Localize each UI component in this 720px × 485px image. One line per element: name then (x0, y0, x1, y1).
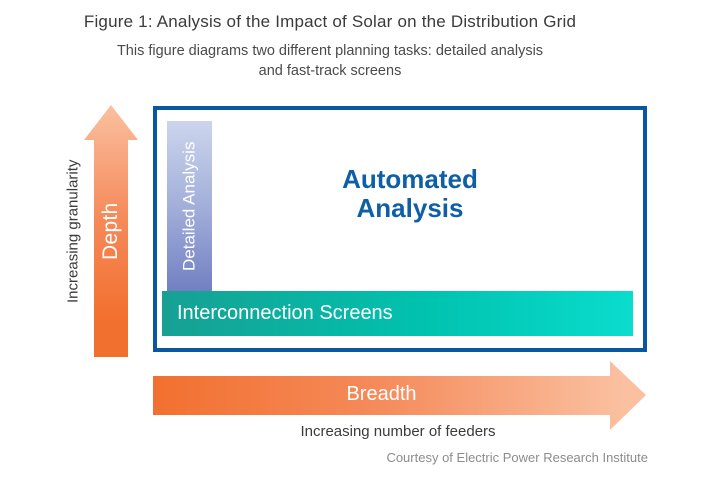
figure-subtitle-line1: This figure diagrams two different plann… (116, 43, 544, 59)
breadth-axis-label: Breadth (346, 383, 417, 405)
figure-title: Figure 1: Analysis of the Impact of Sola… (83, 12, 577, 31)
automated-analysis-line1: Automated (342, 164, 478, 194)
interconnection-screens-label: Interconnection Screens (177, 302, 393, 324)
figure-subtitle-line2: and fast-track screens (258, 63, 402, 79)
interconnection-screens-bar: Interconnection Screens (162, 291, 633, 336)
figure-subtitle: This figure diagrams two different plann… (0, 41, 660, 81)
detailed-analysis-bar (167, 121, 212, 291)
depth-axis-caption: Increasing granularity (64, 159, 82, 303)
automated-analysis-label: Automated Analysis (310, 165, 510, 223)
detailed-analysis-label: Detailed Analysis (179, 141, 199, 271)
credit-text: Courtesy of Electric Power Research Inst… (386, 450, 648, 465)
automated-analysis-line2: Analysis (356, 193, 464, 223)
breadth-axis-caption: Increasing number of feeders (300, 423, 496, 440)
